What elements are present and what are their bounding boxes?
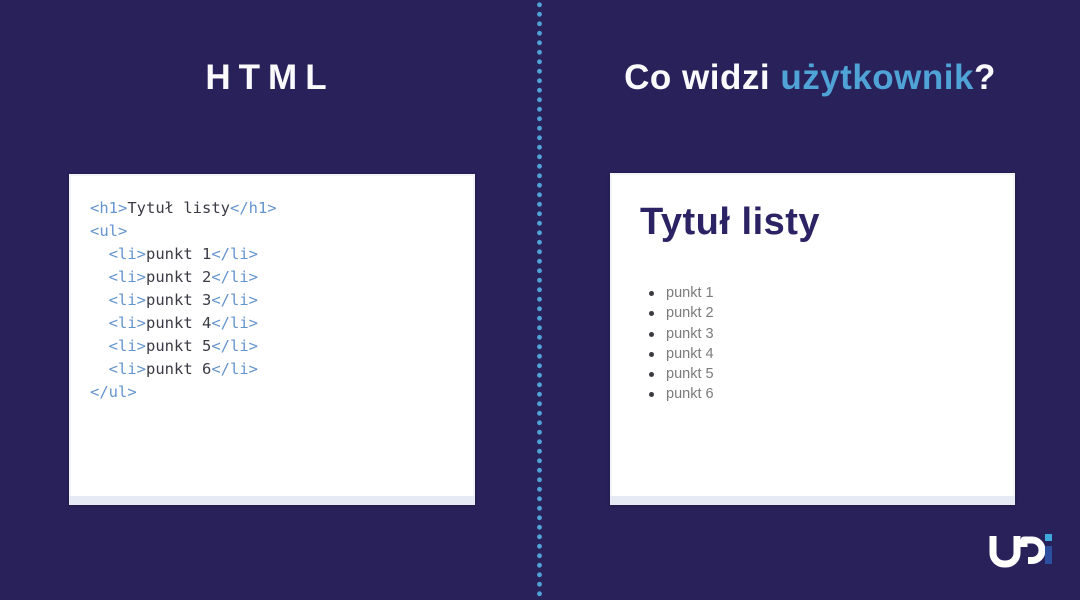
code-line: <li>punkt 1</li> bbox=[90, 243, 277, 266]
code-line: <li>punkt 5</li> bbox=[90, 335, 277, 358]
code-tag: <li> bbox=[108, 291, 146, 309]
list-item: punkt 5 bbox=[640, 364, 714, 384]
code-block: <h1>Tytuł listy</h1> <ul> <li>punkt 1</li… bbox=[90, 197, 277, 404]
list-item: punkt 6 bbox=[640, 384, 714, 404]
code-text bbox=[90, 337, 109, 355]
logo-i-dot bbox=[1045, 534, 1052, 541]
list-item: punkt 3 bbox=[640, 324, 714, 344]
rendered-bullet-list: punkt 1 punkt 2 punkt 3 punkt 4 punkt 5 punkt… bbox=[640, 283, 714, 405]
list-item: punkt 1 bbox=[640, 283, 714, 303]
right-panel-title: Co widzi użytkownik? bbox=[540, 58, 1080, 98]
code-tag: <ul> bbox=[90, 222, 128, 240]
code-text bbox=[90, 360, 109, 378]
code-text: punkt 5 bbox=[146, 337, 212, 355]
logo-letter-d bbox=[1020, 536, 1046, 564]
code-tag: <li> bbox=[108, 314, 146, 332]
code-tag: </li> bbox=[211, 268, 258, 286]
logo-i-stem bbox=[1045, 546, 1052, 564]
code-text bbox=[90, 245, 109, 263]
code-line: <li>punkt 4</li> bbox=[90, 312, 277, 335]
code-text: punkt 2 bbox=[146, 268, 212, 286]
code-tag: </li> bbox=[211, 245, 258, 263]
rendered-list-heading: Tytuł listy bbox=[640, 201, 821, 243]
title-accent-word: użytkownik bbox=[780, 58, 974, 97]
rendered-output-card: Tytuł listy punkt 1 punkt 2 punkt 3 punkt 4… bbox=[610, 173, 1015, 505]
code-line: <h1>Tytuł listy</h1> bbox=[90, 197, 277, 220]
code-text bbox=[90, 291, 109, 309]
code-tag: <li> bbox=[108, 268, 146, 286]
list-item: punkt 4 bbox=[640, 344, 714, 364]
logo-letter-u bbox=[989, 536, 1021, 568]
code-tag: </li> bbox=[211, 291, 258, 309]
code-text bbox=[90, 314, 109, 332]
code-tag: <li> bbox=[108, 337, 146, 355]
code-tag: <h1> bbox=[90, 199, 128, 217]
title-word: ? bbox=[973, 58, 996, 97]
code-tag: </h1> bbox=[229, 199, 277, 217]
code-tag: </li> bbox=[211, 314, 258, 332]
dotted-divider-line bbox=[536, 0, 543, 600]
code-line: <ul> bbox=[90, 220, 277, 243]
code-tag: <li> bbox=[108, 245, 146, 263]
code-tag: </li> bbox=[211, 337, 258, 355]
code-tag: <li> bbox=[108, 360, 146, 378]
list-item: punkt 2 bbox=[640, 303, 714, 323]
code-tag: </ul> bbox=[90, 383, 137, 401]
code-text: Tytuł listy bbox=[127, 199, 230, 217]
code-text bbox=[90, 268, 109, 286]
code-line: <li>punkt 6</li> bbox=[90, 358, 277, 381]
code-card: <h1>Tytuł listy</h1> <ul> <li>punkt 1</li… bbox=[69, 174, 475, 505]
udi-logo-graphic bbox=[989, 534, 1052, 568]
left-panel-title: HTML bbox=[205, 58, 335, 97]
code-text: punkt 1 bbox=[146, 245, 212, 263]
code-line: <li>punkt 2</li> bbox=[90, 266, 277, 289]
code-line: <li>punkt 3</li> bbox=[90, 289, 277, 312]
udi-logo bbox=[986, 534, 1052, 577]
code-text: punkt 4 bbox=[146, 314, 212, 332]
code-tag: </li> bbox=[211, 360, 258, 378]
code-text: punkt 3 bbox=[146, 291, 212, 309]
code-line: </ul> bbox=[90, 381, 277, 404]
code-text: punkt 6 bbox=[146, 360, 212, 378]
title-word: Co widzi bbox=[624, 58, 781, 97]
